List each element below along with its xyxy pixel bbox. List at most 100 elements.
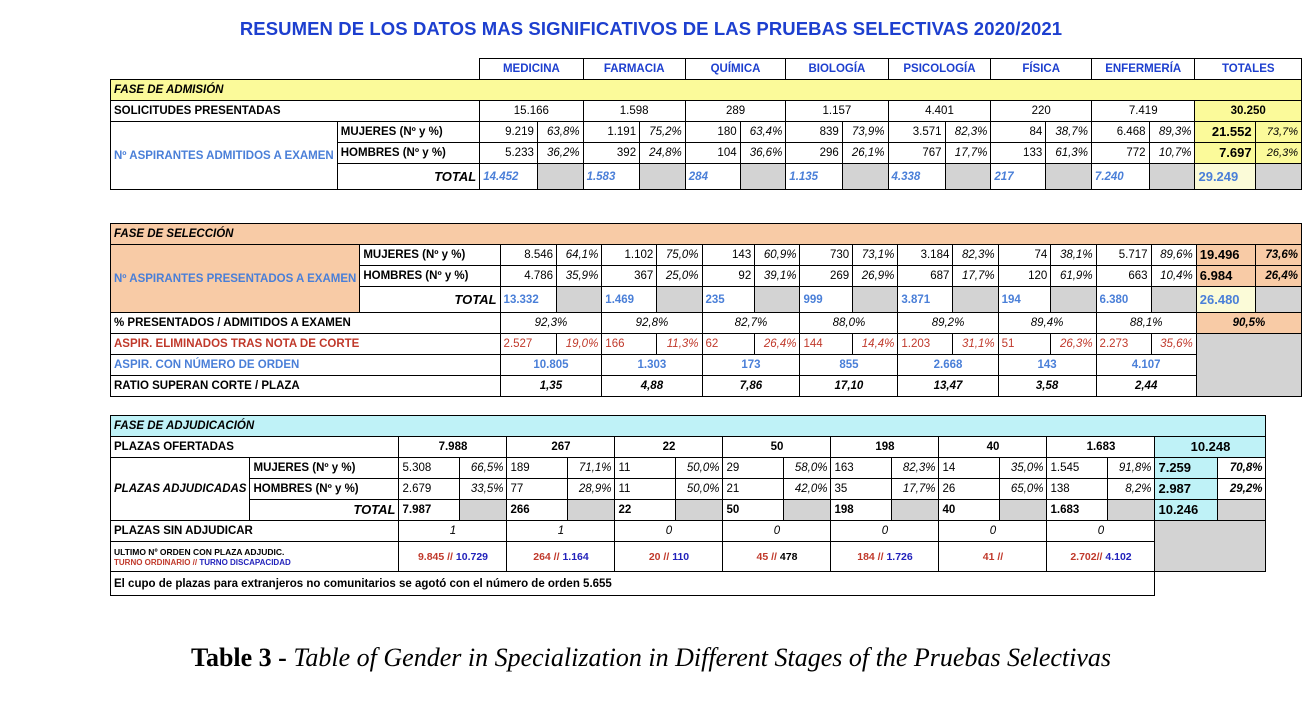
cell: 6.380 bbox=[1095, 286, 1152, 313]
total-cell: 29.249 bbox=[1194, 163, 1256, 190]
cell: 6.468 bbox=[1090, 121, 1150, 143]
col-header: BIOLOGÍA bbox=[785, 58, 889, 80]
cell: 5.717 bbox=[1095, 244, 1152, 266]
pct-cell: 71,1% bbox=[567, 457, 616, 479]
section-adjudicacion: FASE DE ADJUDICACIÓN bbox=[109, 415, 1267, 437]
pct-cell: 31,1% bbox=[952, 333, 999, 355]
pct-cell: 58,0% bbox=[783, 457, 832, 479]
total-cell: 19.496 bbox=[1195, 244, 1256, 266]
cell: 104 bbox=[684, 142, 741, 164]
cell: 22 bbox=[614, 436, 724, 458]
pct-cell: 10,7% bbox=[1148, 142, 1196, 164]
sin-adjudicar-row: PLAZAS SIN ADJUDICAR 1 1 0 0 0 0 0 bbox=[109, 520, 1267, 572]
col-header: PSICOLOGÍA bbox=[887, 58, 992, 80]
cell: 267 bbox=[506, 436, 616, 458]
cell: 289 bbox=[684, 100, 787, 122]
cell: 40 bbox=[938, 436, 1048, 458]
cell: 163 bbox=[830, 457, 893, 479]
total-cell: 2.987 bbox=[1154, 478, 1219, 500]
cell: 1.683 bbox=[1046, 499, 1109, 521]
cell: 3.871 bbox=[897, 286, 954, 313]
row-label: SOLICITUDES PRESENTADAS bbox=[109, 100, 481, 122]
row-label: MUJERES (Nº y %) bbox=[359, 244, 501, 266]
pct-cell: 50,0% bbox=[675, 478, 724, 500]
cell: 1.598 bbox=[582, 100, 686, 122]
row-label: ASPIR. CON NÚMERO DE ORDEN bbox=[110, 354, 501, 376]
ordinario-value: 45 // bbox=[756, 550, 777, 563]
pct-cell: 26,4% bbox=[754, 333, 801, 355]
row-label: RATIO SUPERAN CORTE / PLAZA bbox=[110, 375, 501, 397]
col-header: FARMACIA bbox=[582, 58, 686, 80]
cell: 7.988 bbox=[398, 436, 508, 458]
group-label: PLAZAS ADJUDICADAS bbox=[109, 457, 251, 521]
cell: 7,86 bbox=[701, 375, 801, 397]
cell: 4.401 bbox=[887, 100, 992, 122]
cell: 2.273 bbox=[1095, 333, 1152, 355]
cell: 4.338 bbox=[887, 163, 946, 190]
cell: 1 bbox=[506, 520, 616, 542]
pct-cell: 25,0% bbox=[656, 265, 703, 287]
discapacidad-value: 1.164 bbox=[562, 550, 589, 563]
row-label: MUJERES (Nº y %) bbox=[336, 121, 481, 143]
cell: 0 bbox=[830, 520, 940, 542]
row-label: ULTIMO Nº ORDEN CON PLAZA ADJUDIC. bbox=[114, 547, 285, 557]
ordinario-value: 41 // bbox=[982, 550, 1004, 563]
cell: 855 bbox=[799, 354, 899, 376]
cell: 5.308 bbox=[398, 457, 461, 479]
cell: 143 bbox=[997, 354, 1097, 376]
row-label: HOMBRES (Nº y %) bbox=[249, 478, 400, 500]
cell: 1.191 bbox=[582, 121, 641, 143]
cell: 0 bbox=[938, 520, 1048, 542]
cell: 4.786 bbox=[499, 265, 558, 287]
cell: 198 bbox=[830, 499, 893, 521]
pct-cell: 61,3% bbox=[1045, 142, 1092, 164]
cell: 1.469 bbox=[601, 286, 658, 313]
cell: 13.332 bbox=[499, 286, 558, 313]
turno-discapacidad-label: TURNO DISCAPACIDAD bbox=[199, 558, 291, 567]
cell: 296 bbox=[785, 142, 843, 164]
col-header: MEDICINA bbox=[479, 58, 584, 80]
cell: 77 bbox=[506, 478, 569, 500]
total-cell: 7.697 bbox=[1194, 142, 1256, 164]
cell: 4,88 bbox=[601, 375, 703, 397]
pct-cell: 35,0% bbox=[999, 457, 1048, 479]
cell: 999 bbox=[799, 286, 854, 313]
cell: 1.203 bbox=[897, 333, 954, 355]
pct-cell: 38,7% bbox=[1045, 121, 1092, 143]
pct-cell: 35,9% bbox=[556, 265, 603, 287]
note-row: El cupo de plazas para extranjeros no co… bbox=[109, 571, 1266, 596]
cell: 13,47 bbox=[897, 375, 999, 397]
cell: 663 bbox=[1095, 265, 1152, 287]
col-header: ENFERMERÍA bbox=[1090, 58, 1196, 80]
cell: 0 bbox=[1046, 520, 1156, 542]
cell: 1.157 bbox=[785, 100, 889, 122]
discapacidad-value: 10.729 bbox=[455, 550, 489, 563]
cell: 14 bbox=[938, 457, 1001, 479]
total-pct-cell: 70,8% bbox=[1217, 457, 1267, 479]
pct-cell: 17,7% bbox=[952, 265, 999, 287]
cell: 14.452 bbox=[479, 163, 538, 190]
cell: 1.683 bbox=[1046, 436, 1156, 458]
cell: 687 bbox=[897, 265, 954, 287]
pct-cell: 91,8% bbox=[1107, 457, 1156, 479]
ordinario-value: 20 // bbox=[648, 550, 670, 563]
pct-cell: 63,8% bbox=[536, 121, 584, 143]
row-label: ASPIR. ELIMINADOS TRAS NOTA DE CORTE bbox=[110, 333, 501, 355]
cell: 89,2% bbox=[897, 312, 999, 334]
row-label: MUJERES (Nº y %) bbox=[249, 457, 400, 479]
pct-cell: 36,6% bbox=[739, 142, 787, 164]
pct-cell: 26,3% bbox=[1050, 333, 1097, 355]
col-header: QUÍMICA bbox=[684, 58, 787, 80]
cell: 89,4% bbox=[997, 312, 1097, 334]
footnote: El cupo de plazas para extranjeros no co… bbox=[109, 571, 1156, 596]
hombres-row: HOMBRES (Nº y %) 2.679 33,5% 77 28,9% 11 50… bbox=[111, 478, 1267, 500]
section-admision: FASE DE ADMISIÓN bbox=[110, 79, 1302, 101]
pct-cell: 60,9% bbox=[754, 244, 801, 266]
pct-cell: 17,7% bbox=[944, 142, 992, 164]
seleccion-table: FASE DE SELECCIÓN Nº ASPIRANTES PRESENTA… bbox=[109, 223, 1302, 397]
total-row: TOTAL 14.452 1.583 284 1.135 4.338 217 7… bbox=[111, 163, 1302, 190]
total-cell: 7.259 bbox=[1154, 457, 1219, 479]
cell: 730 bbox=[799, 244, 854, 266]
pct-cell: 8,2% bbox=[1107, 478, 1156, 500]
cell: 2,44 bbox=[1095, 375, 1197, 397]
